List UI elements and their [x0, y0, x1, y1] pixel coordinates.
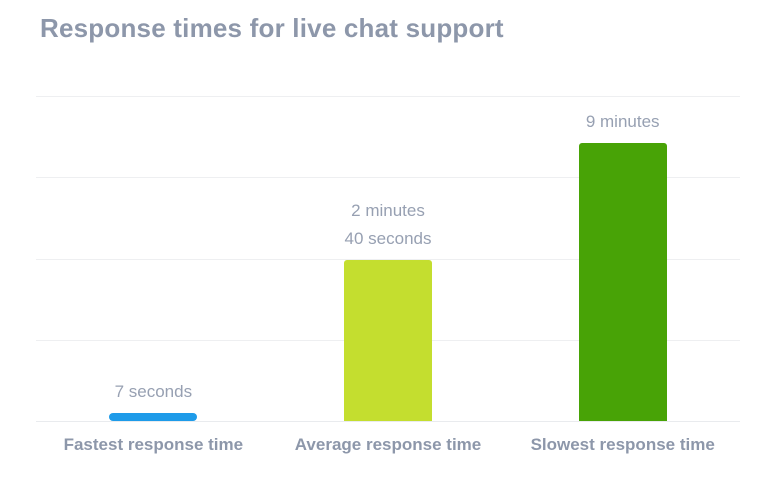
plot-area: 7 seconds 2 minutes 40 seconds 9 minutes: [36, 96, 740, 422]
bar-group-average: 2 minutes 40 seconds: [271, 96, 506, 421]
category-label-average: Average response time: [294, 435, 482, 454]
gridline: [36, 177, 740, 179]
bar-average: [344, 260, 432, 421]
bar-fastest: [109, 413, 198, 421]
gridline: [36, 96, 740, 97]
value-label-line: 9 minutes: [585, 112, 660, 131]
gridline: [36, 258, 740, 260]
bar-group-slowest: 9 minutes: [505, 96, 740, 421]
chart-title: Response times for live chat support: [40, 13, 504, 43]
gridline: [36, 421, 740, 422]
bar-group-fastest: 7 seconds: [36, 96, 271, 421]
bar-columns: 7 seconds 2 minutes 40 seconds 9 minutes: [36, 96, 740, 421]
bar-slowest: [578, 143, 667, 421]
value-label-line: 40 seconds: [344, 229, 432, 248]
value-label-slowest: 9 minutes: [586, 108, 660, 136]
value-label-line: 2 minutes: [351, 201, 425, 220]
value-label-average: 2 minutes 40 seconds: [345, 197, 432, 253]
category-label-slowest: Slowest response time: [530, 435, 715, 454]
category-label-fastest: Fastest response time: [63, 435, 244, 454]
value-label-line: 7 seconds: [114, 382, 193, 401]
category-axis: Fastest response time Average response t…: [36, 421, 740, 455]
value-label-fastest: 7 seconds: [115, 378, 193, 406]
